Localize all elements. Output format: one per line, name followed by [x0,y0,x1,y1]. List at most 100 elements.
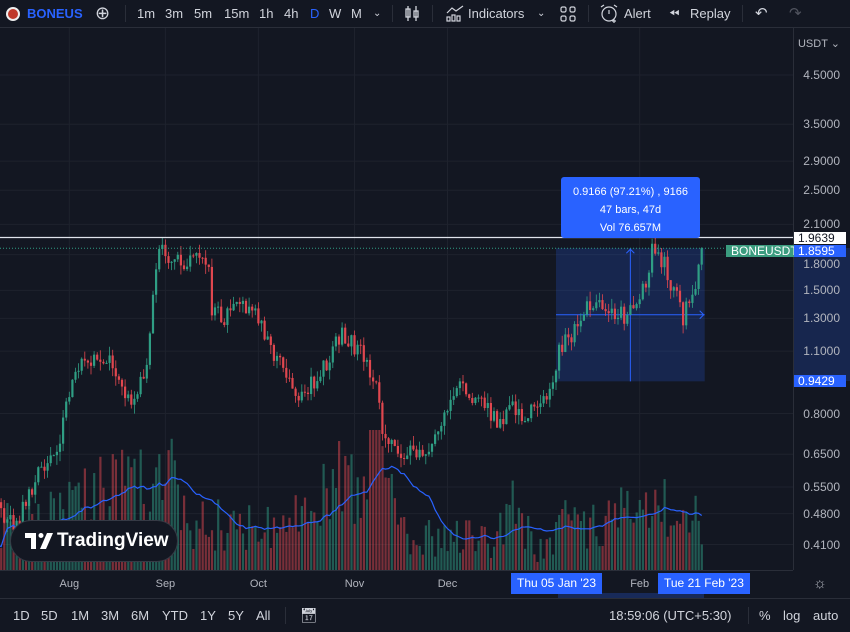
currency-selector[interactable]: USDT ⌄ [797,38,840,50]
log-toggle[interactable]: log [783,608,801,623]
time-tick-label: Oct [249,578,267,590]
candle-body [151,294,155,334]
candle-body [37,467,40,483]
range-5y[interactable]: 5Y [228,608,244,623]
symbol-logo-icon [6,7,20,21]
interval-1m[interactable]: 1m [137,6,156,21]
candle-body [182,265,186,270]
chevron-down-icon[interactable]: ⌄ [373,8,382,19]
candle-body [480,397,483,399]
price-tick-label: 1.8000 [803,257,840,271]
volume-bar [183,495,186,570]
candle-body [672,287,675,291]
interval-3m[interactable]: 3m [165,6,184,21]
chart-pane[interactable]: USDT ⌄ 4.5000 3.5000 2.9000 2.5000 2.1000 1.8… [0,0,850,598]
symbol-name[interactable]: BONEUS [27,6,83,21]
indicators-icon[interactable] [446,5,464,22]
range-all[interactable]: All [256,608,271,623]
alert-button[interactable]: Alert [624,6,651,21]
volume-bar [307,522,310,570]
interval-w[interactable]: W [329,6,342,21]
percent-toggle[interactable]: % [759,608,771,623]
volume-bar [328,519,331,570]
chevron-down-icon[interactable]: ⌄ [537,8,546,19]
auto-toggle[interactable]: auto [813,608,839,623]
candle-body [468,394,471,398]
volume-bar [675,520,679,570]
candle-body [635,304,638,309]
volume-bar [353,523,356,570]
candle-body [306,392,310,395]
volume-bar [697,520,700,570]
candle-body [471,397,474,404]
compare-plus-icon[interactable]: ⊕ [95,3,111,23]
range-6m[interactable]: 6M [131,608,150,623]
range-ytd[interactable]: YTD [162,608,188,623]
volume-bar [111,454,114,570]
interval-4h[interactable]: 4h [284,6,299,21]
redo-icon[interactable]: ↷ [789,5,802,22]
candle-body [523,420,527,422]
replay-button[interactable]: Replay [690,6,731,21]
range-1m[interactable]: 1M [71,608,90,623]
volume-bar [176,484,179,570]
clock-timezone[interactable]: 18:59:06 (UTC+5:30) [609,608,732,623]
volume-bar [130,467,133,570]
volume-bar [15,551,18,570]
price-axis[interactable] [793,28,850,570]
volume-bar [613,503,617,570]
interval-1h[interactable]: 1h [259,6,274,21]
candle-body [629,305,632,316]
range-3m[interactable]: 3M [101,608,120,623]
candle-body [176,254,179,260]
candle-body [272,344,275,361]
range-1y[interactable]: 1Y [200,608,216,623]
candle-body [238,301,241,304]
volume-bar [235,529,238,570]
candle-body [6,519,9,523]
layout-grid-icon[interactable] [560,6,576,22]
replay-icon[interactable]: ⏪︎ [669,6,680,21]
range-5d[interactable]: 5D [41,608,58,623]
candle-body [626,315,629,324]
candle-body [573,324,576,343]
indicators-button[interactable]: Indicators [468,6,525,21]
plot-area [0,28,793,570]
candle-body [437,431,440,435]
tradingview-watermark[interactable]: TradingView [10,520,178,562]
interval-15m[interactable]: 15m [224,6,250,21]
candle-body [641,283,644,300]
candle-body [694,289,697,295]
time-axis[interactable] [0,570,793,598]
volume-bar [573,507,576,570]
candle-body [62,417,65,444]
candle-body [505,409,508,425]
interval-m[interactable]: M [351,6,362,21]
candle-body [65,401,68,418]
go-to-date-calendar-icon[interactable]: 📅︎ [300,607,318,623]
candle-body [337,336,341,345]
candles-icon[interactable] [404,5,420,22]
volume-bar [610,519,613,570]
interval-5m[interactable]: 5m [194,6,213,21]
settings-gear-icon[interactable]: ☼ [813,575,827,592]
candle-body [561,344,564,352]
candle-body [217,306,220,308]
volume-bar [641,509,644,570]
candle-body [474,397,477,404]
price-tick-label: 2.5000 [803,183,840,198]
volume-bar [458,552,462,570]
price-chart[interactable] [0,0,850,598]
undo-icon[interactable]: ↶ [755,5,768,22]
candle-body [139,376,142,395]
price-tick-label: 1.3000 [803,311,840,326]
interval-d[interactable]: D [310,6,320,21]
candle-body [520,409,523,422]
candle-body [313,376,316,389]
alarm-clock-icon[interactable] [600,4,619,23]
candle-body [52,455,55,457]
volume-bar [334,488,338,570]
volume-bar [396,524,400,570]
range-1d[interactable]: 1D [13,608,30,623]
volume-bar [505,503,508,570]
